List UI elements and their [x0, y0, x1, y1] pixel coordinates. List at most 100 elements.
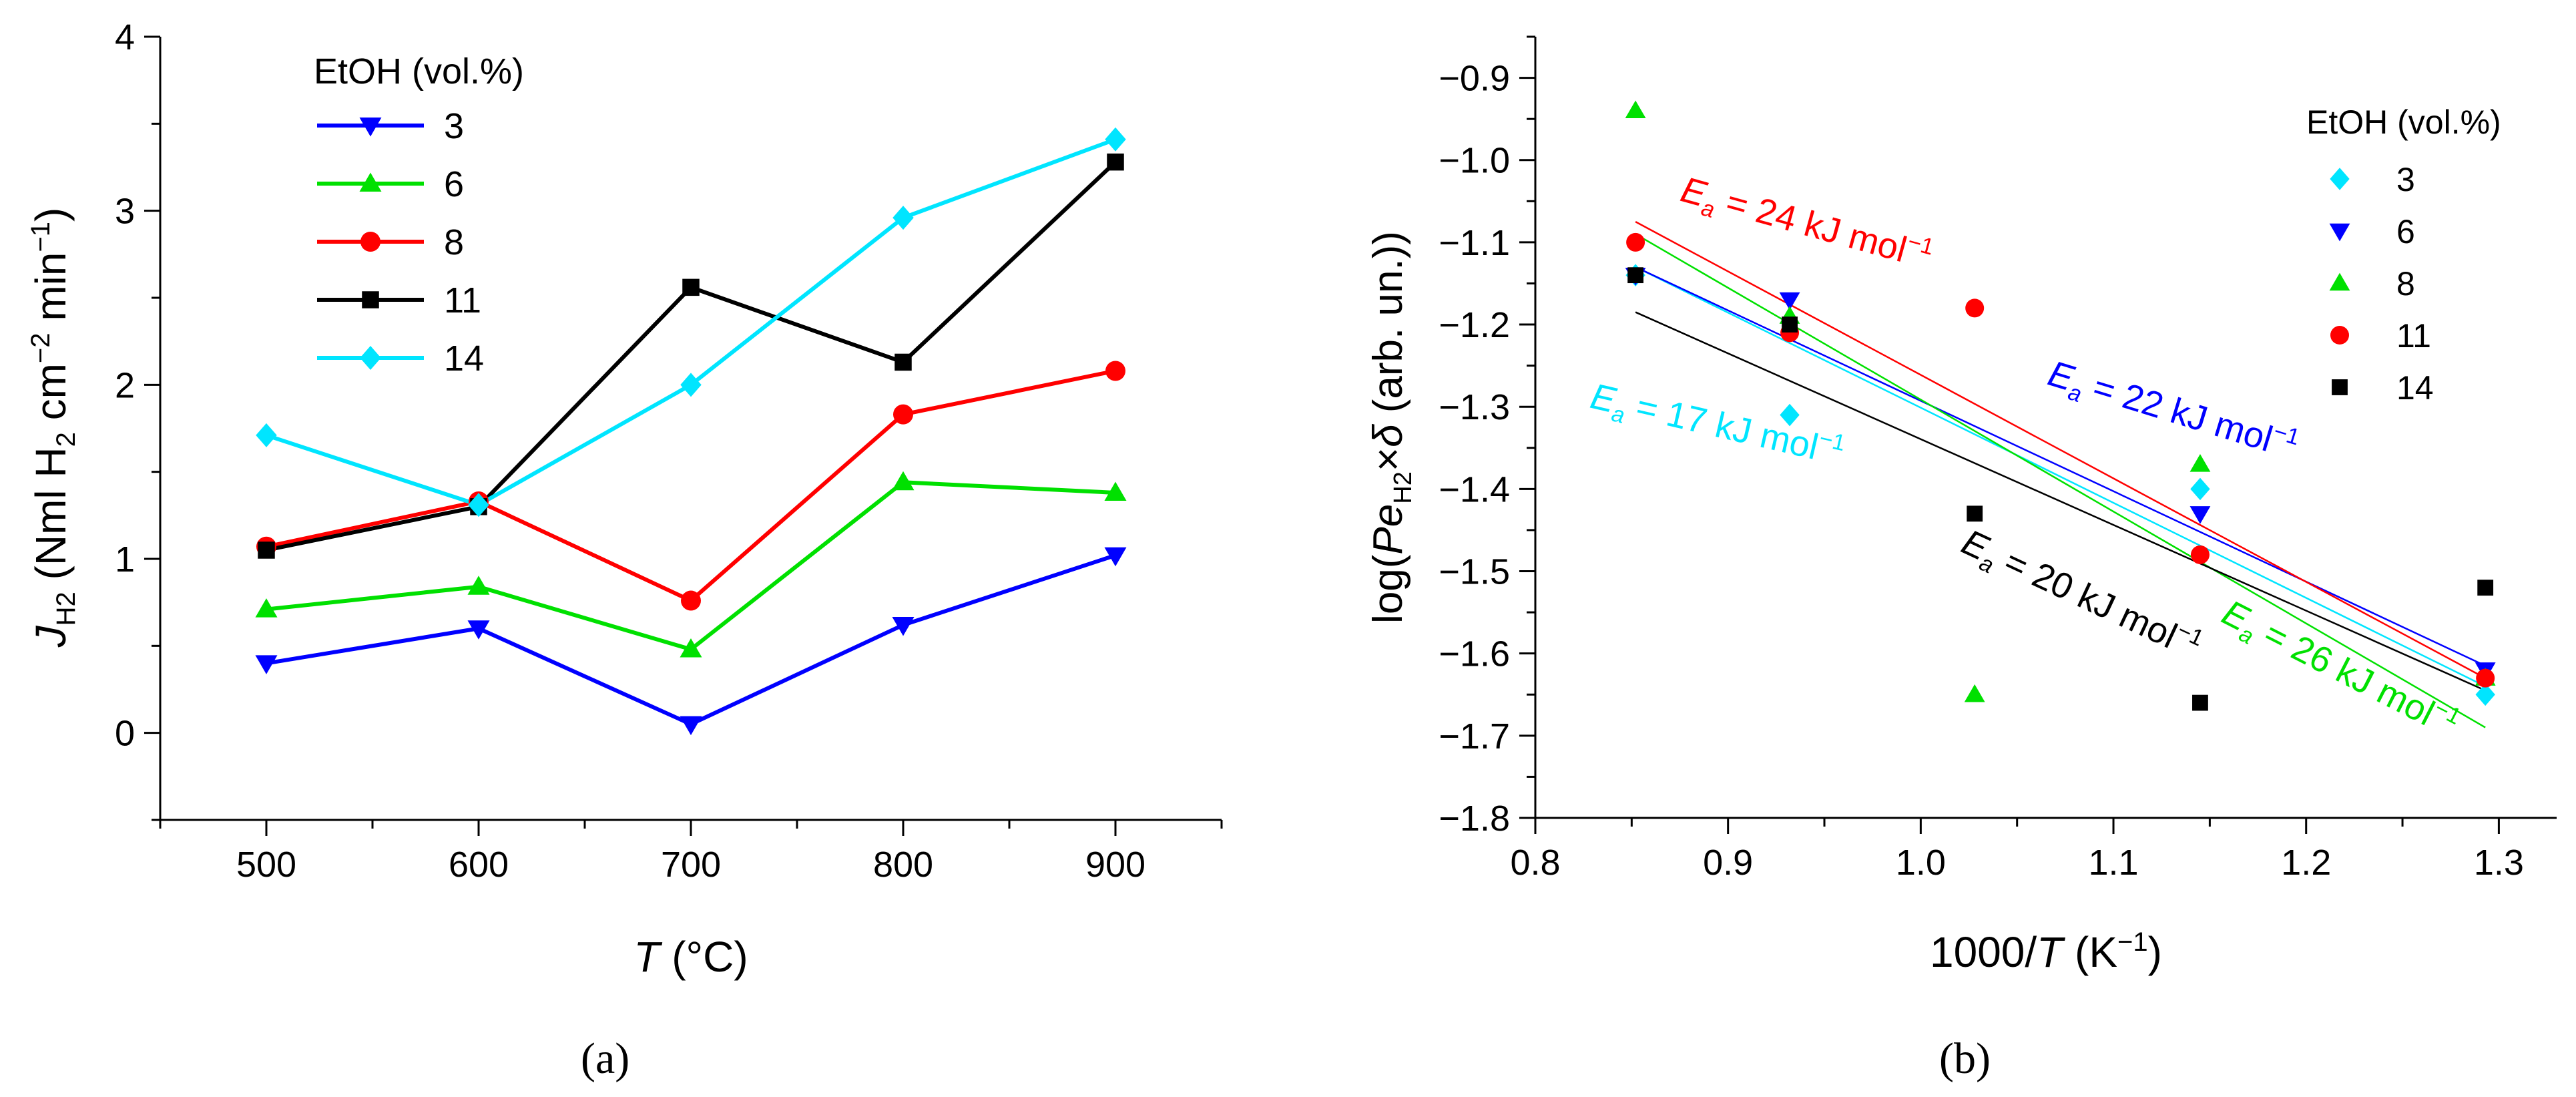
- panel-b-legend-marker-14: [2332, 379, 2348, 395]
- panel-a-point-8-800: [893, 404, 913, 425]
- panel-a-point-3-600: [467, 620, 490, 640]
- panel-b-x-tick-1.2: 1.2: [2281, 843, 2331, 883]
- annotation-ea-22: Ea = 22 kJ mol−1: [2042, 351, 2303, 472]
- panel-a-point-3-700: [680, 716, 702, 736]
- panel-b-legend-marker-6: [2329, 223, 2350, 242]
- panel-b-legend-label-6: 6: [2396, 213, 2415, 250]
- panel-a-legend-label-14: 14: [444, 339, 484, 379]
- panel-b-legend-label-3: 3: [2396, 161, 2415, 198]
- panel-b-point-8-1.145: [2189, 454, 2211, 472]
- panel-b-x-tick-1.1: 1.1: [2088, 843, 2138, 883]
- panel-b-fit-lines: [1635, 221, 2486, 728]
- panel-a-point-3-900: [1104, 547, 1127, 567]
- panel-a-point-14-900: [1105, 127, 1126, 152]
- panel-b-series-markers: [1625, 100, 2496, 711]
- panel-b-point-3-1.293: [2475, 683, 2495, 706]
- panel-b-point-8-0.852: [1625, 100, 1646, 119]
- panel-a-ticks: 500 600 700 800 900 0 1 2 3 4: [115, 17, 1223, 885]
- panel-a-y-tick-0: 0: [115, 714, 135, 754]
- panel-a-point-11-500: [258, 541, 275, 559]
- panel-b-point-14-0.932: [1782, 316, 1798, 333]
- panel-b-x-tick-1.3: 1.3: [2474, 843, 2524, 883]
- panel-b-point-11-1.028: [1965, 298, 1985, 318]
- panel-a-x-tick-700: 700: [661, 845, 721, 885]
- panel-a-x-tick-500: 500: [236, 845, 296, 885]
- panel-a-legend-marker-6: [359, 172, 382, 192]
- panel-a-x-axis-label: T (°C): [633, 933, 748, 981]
- panel-b-fit-line-11: [1635, 221, 2486, 679]
- panel-a-axes: [159, 37, 1222, 821]
- panel-b-legend-label-11: 11: [2396, 317, 2431, 355]
- panel-a-x-tick-900: 900: [1085, 845, 1145, 885]
- panel-a-legend-label-3: 3: [444, 106, 464, 146]
- panel-b-y-tick-−1.2: −1.2: [1439, 305, 1510, 345]
- panel-a-point-14-800: [892, 206, 914, 230]
- panel-a-series-line-6: [266, 480, 1116, 652]
- panel-b-y-axis-label: log(PeH2×δ (arb. un.)): [1365, 231, 1417, 624]
- panel-b-y-tick-−1.6: −1.6: [1439, 634, 1510, 674]
- panel-b-y-tick-−1.4: −1.4: [1439, 469, 1510, 509]
- panel-b-legend-marker-11: [2330, 326, 2349, 345]
- panel-b-x-axis-label: 1000/T (K−1): [1930, 927, 2162, 976]
- panel-a-legend-title: EtOH (vol.%): [314, 51, 524, 91]
- caption-b: (b): [1939, 1034, 1991, 1083]
- panel-b-x-tick-0.8: 0.8: [1510, 843, 1560, 883]
- panel-a-legend-marker-11: [362, 291, 379, 308]
- panel-a-point-14-500: [256, 423, 277, 447]
- panel-a-point-3-500: [255, 655, 278, 674]
- panel-a-point-6-600: [467, 576, 490, 595]
- panel-a-point-6-700: [680, 638, 702, 658]
- panel-b-point-11-1.145: [2190, 545, 2210, 564]
- panel-a-y-tick-3: 3: [115, 192, 135, 232]
- panel-a-series-lines: [266, 137, 1117, 726]
- panel-a-legend-marker-8: [360, 232, 380, 252]
- panel-a-point-14-700: [680, 373, 702, 397]
- panel-a-legend-marker-3: [359, 118, 382, 137]
- panel-b-point-14-1.293: [2477, 580, 2494, 596]
- panel-b-point-3-0.932: [1780, 403, 1800, 427]
- panel-b-legend-marker-8: [2329, 272, 2350, 291]
- panel-b-point-14-1.028: [1967, 505, 1983, 522]
- panel-b-annotations: Ea = 24 kJ mol−1 Ea = 22 kJ mol−1 Ea = 1…: [1587, 170, 2465, 734]
- panel-b-y-tick-−1.8: −1.8: [1439, 799, 1510, 839]
- panel-b-y-tick-−1.3: −1.3: [1439, 387, 1510, 427]
- panel-a-y-axis-label: JH2 (Nml H2 cm−2 min−1): [26, 208, 81, 648]
- panel-b-y-tick-−0.9: −0.9: [1439, 59, 1510, 99]
- panel-a-point-11-900: [1107, 153, 1124, 171]
- annotation-ea-20: Ea = 20 kJ mol−1: [1954, 519, 2208, 672]
- panel-b-fit-line-3: [1635, 266, 2486, 688]
- panel-a-legend-label-6: 6: [444, 164, 464, 204]
- panel-a-y-tick-4: 4: [115, 17, 135, 57]
- panel-b-legend: EtOH (vol.%) 3 6 8 11 14: [2306, 103, 2501, 407]
- panel-a-point-11-700: [682, 278, 700, 296]
- panel-a-point-3-800: [892, 617, 915, 636]
- panel-b-y-tick-−1.1: −1.1: [1439, 223, 1510, 263]
- panel-b-x-tick-1.0: 1.0: [1896, 843, 1946, 883]
- panel-b-point-11-0.852: [1626, 232, 1645, 252]
- panel-a-x-tick-800: 800: [873, 845, 933, 885]
- panel-a-legend-label-8: 8: [444, 222, 464, 262]
- panel-b-chart: 0.8 0.9 1.0 1.1 1.2 1.3 −1.8 −1.7 −1.6 −1.5 −1.4 −1…: [1365, 35, 2557, 976]
- panel-b-y-tick-−1.5: −1.5: [1439, 552, 1510, 592]
- panel-b-legend-title: EtOH (vol.%): [2306, 103, 2501, 141]
- panel-a-series-markers: [255, 127, 1127, 736]
- panel-a-point-8-700: [681, 590, 701, 611]
- panel-b-point-14-0.852: [1627, 267, 1644, 284]
- panel-b-y-tick-−1.0: −1.0: [1439, 141, 1510, 181]
- panel-a-legend-label-11: 11: [444, 280, 481, 320]
- panel-a-y-tick-1: 1: [115, 539, 135, 580]
- panel-b-point-3-1.145: [2190, 477, 2210, 501]
- panel-b-legend-label-14: 14: [2396, 369, 2434, 407]
- panel-a-chart: 500 600 700 800 900 0 1 2 3 4 T (°C) JH2 (Nml H2 …: [26, 17, 1223, 981]
- panel-a-point-14-600: [468, 493, 489, 517]
- panel-b-point-11-1.293: [2476, 668, 2495, 688]
- panel-a-point-6-500: [255, 598, 278, 618]
- caption-a: (a): [581, 1034, 630, 1083]
- panel-a-y-tick-2: 2: [115, 365, 135, 405]
- panel-b-x-tick-0.9: 0.9: [1703, 843, 1753, 883]
- panel-b-fit-line-6: [1635, 266, 2486, 667]
- panel-a-series-line-14: [266, 137, 1117, 507]
- panel-b-legend-marker-3: [2330, 168, 2350, 190]
- panel-b-axes: [1534, 37, 2557, 819]
